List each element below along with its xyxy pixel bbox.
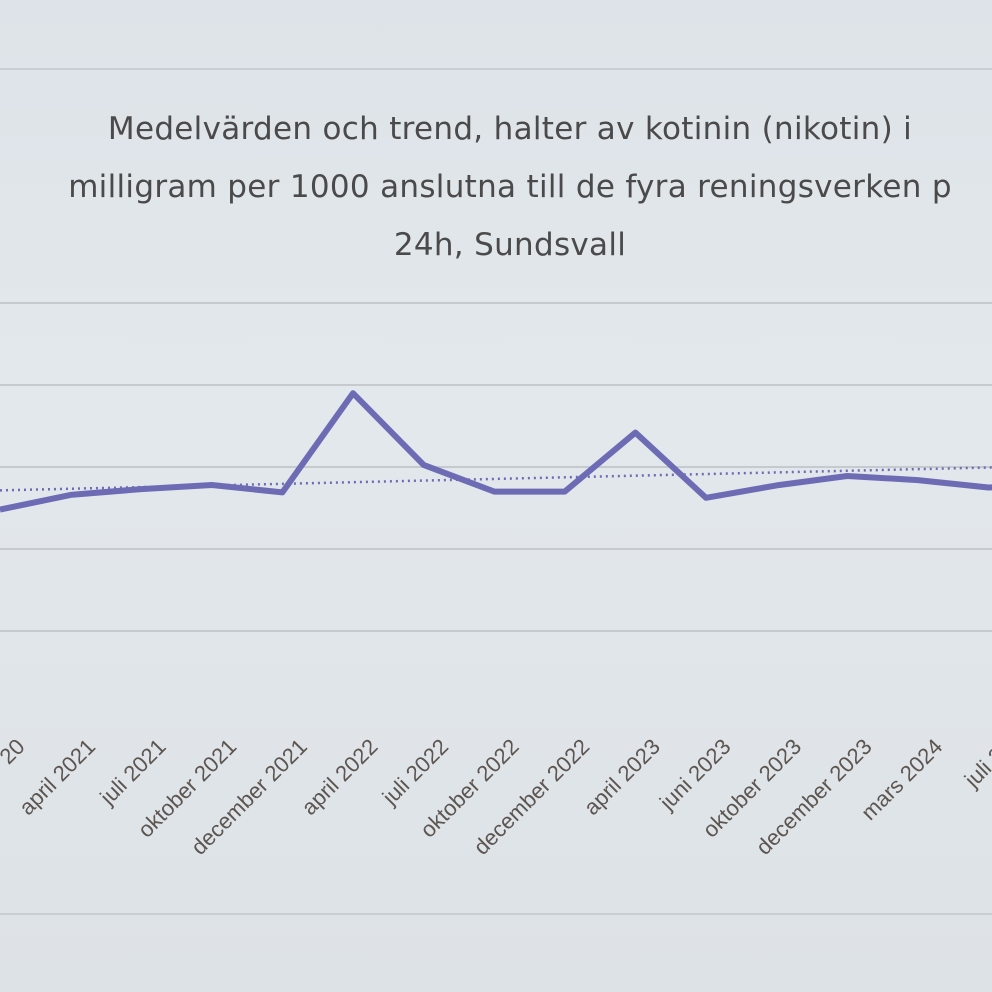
chart-title: Medelvärden och trend, halter av kotinin… xyxy=(0,100,992,274)
chart-title-line-2: milligram per 1000 anslutna till de fyra… xyxy=(68,169,952,205)
x-tick-label: april 2022 xyxy=(297,734,383,820)
chart-title-line-1: Medelvärden och trend, halter av kotinin… xyxy=(107,111,913,147)
x-tick-label: 20 xyxy=(0,734,30,769)
data-point xyxy=(634,431,637,434)
data-point xyxy=(775,484,778,487)
x-tick-label: juli 20 xyxy=(959,734,992,793)
x-tick-label: april 2023 xyxy=(579,734,665,820)
bottom-frame-line xyxy=(0,913,992,915)
gridlines xyxy=(0,302,992,632)
data-point xyxy=(987,486,990,489)
data-point xyxy=(846,475,849,478)
data-point xyxy=(0,508,1,511)
data-point xyxy=(493,490,496,493)
data-point xyxy=(281,491,284,494)
data-point xyxy=(352,392,354,395)
data-point xyxy=(705,496,707,499)
data-point xyxy=(69,493,72,496)
data-point xyxy=(140,488,143,491)
data-point xyxy=(210,484,213,487)
series-group xyxy=(0,390,992,513)
x-tick-label: april 2021 xyxy=(14,734,100,820)
top-frame-line xyxy=(0,68,992,70)
data-point xyxy=(422,463,425,466)
data-point xyxy=(563,490,566,493)
data-point xyxy=(916,479,919,482)
series-line xyxy=(0,390,992,513)
chart-title-line-3: 24h, Sundsvall xyxy=(393,227,627,263)
